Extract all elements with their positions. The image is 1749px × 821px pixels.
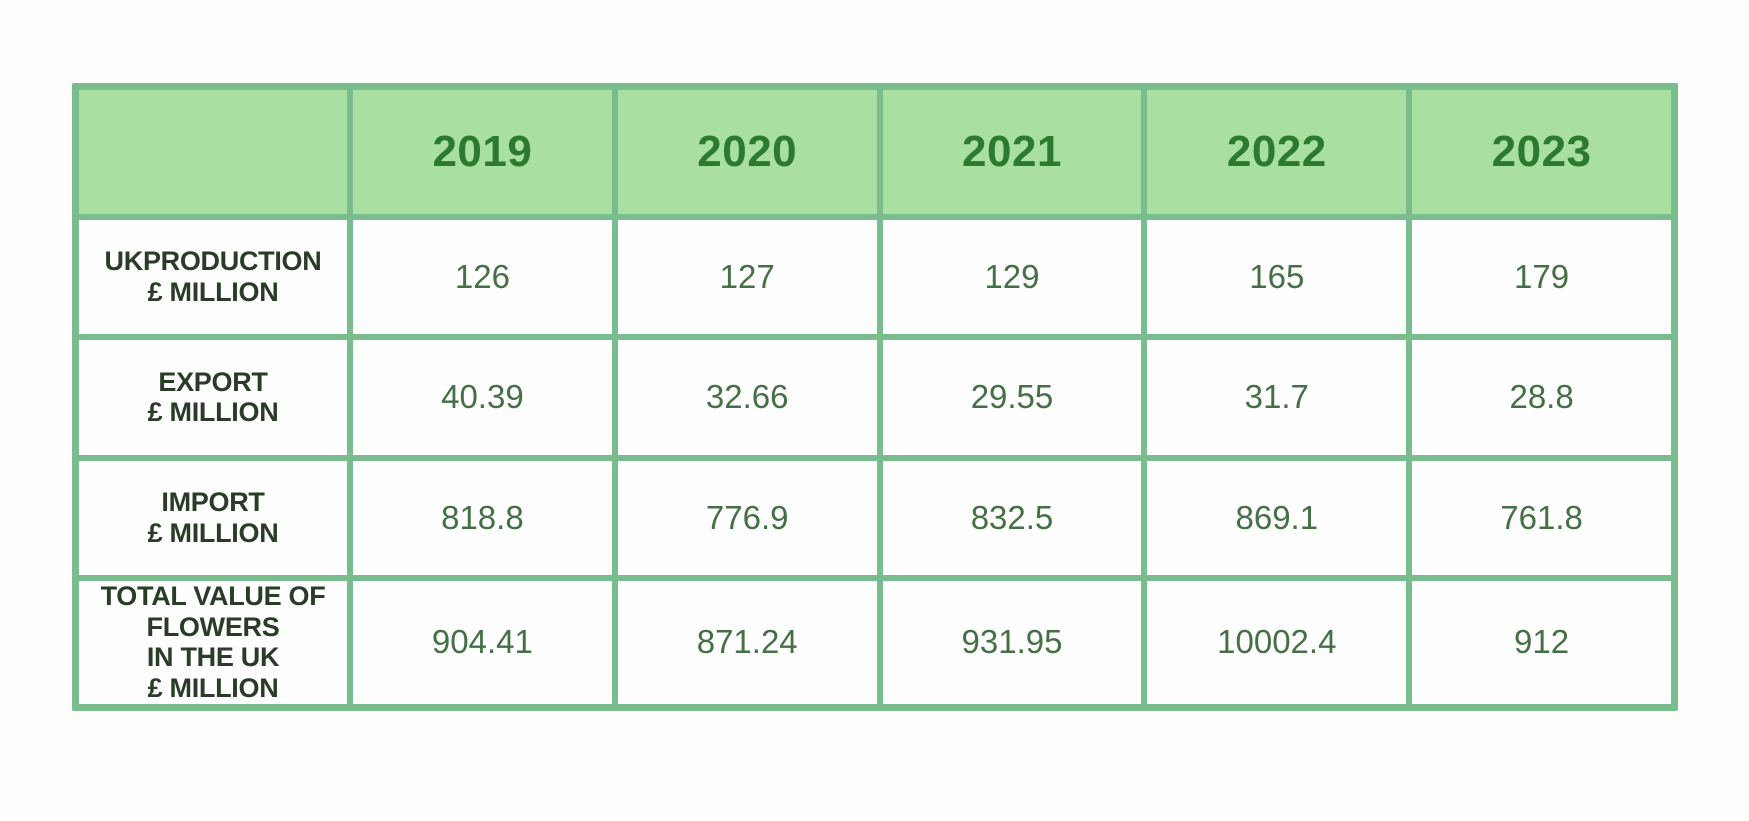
data-table: 2019 2020 2021 2022 2023 UKPRODUCTION £ MILLI… bbox=[72, 83, 1678, 711]
value-cell: 832.5 bbox=[882, 460, 1142, 575]
year-header-2021: 2021 bbox=[882, 90, 1142, 214]
row-label-0: UKPRODUCTION £ MILLION bbox=[79, 220, 347, 335]
corner-cell bbox=[79, 90, 347, 214]
year-header-2019: 2019 bbox=[353, 90, 612, 214]
value-cell: 871.24 bbox=[617, 580, 877, 704]
value-cell: 40.39 bbox=[353, 340, 612, 455]
value-cell: 31.7 bbox=[1147, 340, 1407, 455]
value-cell: 126 bbox=[353, 220, 612, 335]
value-cell: 904.41 bbox=[353, 580, 612, 704]
value-cell: 10002.4 bbox=[1147, 580, 1407, 704]
value-cell: 129 bbox=[882, 220, 1142, 335]
year-header-2022: 2022 bbox=[1147, 90, 1407, 214]
value-cell: 32.66 bbox=[617, 340, 877, 455]
value-cell: 127 bbox=[617, 220, 877, 335]
row-label-1: EXPORT £ MILLION bbox=[79, 340, 347, 455]
year-header-2023: 2023 bbox=[1412, 90, 1671, 214]
value-cell: 28.8 bbox=[1412, 340, 1671, 455]
value-cell: 761.8 bbox=[1412, 460, 1671, 575]
value-cell: 29.55 bbox=[882, 340, 1142, 455]
value-cell: 179 bbox=[1412, 220, 1671, 335]
value-cell: 818.8 bbox=[353, 460, 612, 575]
value-cell: 165 bbox=[1147, 220, 1407, 335]
year-header-2020: 2020 bbox=[617, 90, 877, 214]
row-label-3: TOTAL VALUE OF FLOWERS IN THE UK £ MILLI… bbox=[79, 580, 347, 704]
value-cell: 912 bbox=[1412, 580, 1671, 704]
value-cell: 776.9 bbox=[617, 460, 877, 575]
value-cell: 931.95 bbox=[882, 580, 1142, 704]
value-cell: 869.1 bbox=[1147, 460, 1407, 575]
row-label-2: IMPORT £ MILLION bbox=[79, 460, 347, 575]
